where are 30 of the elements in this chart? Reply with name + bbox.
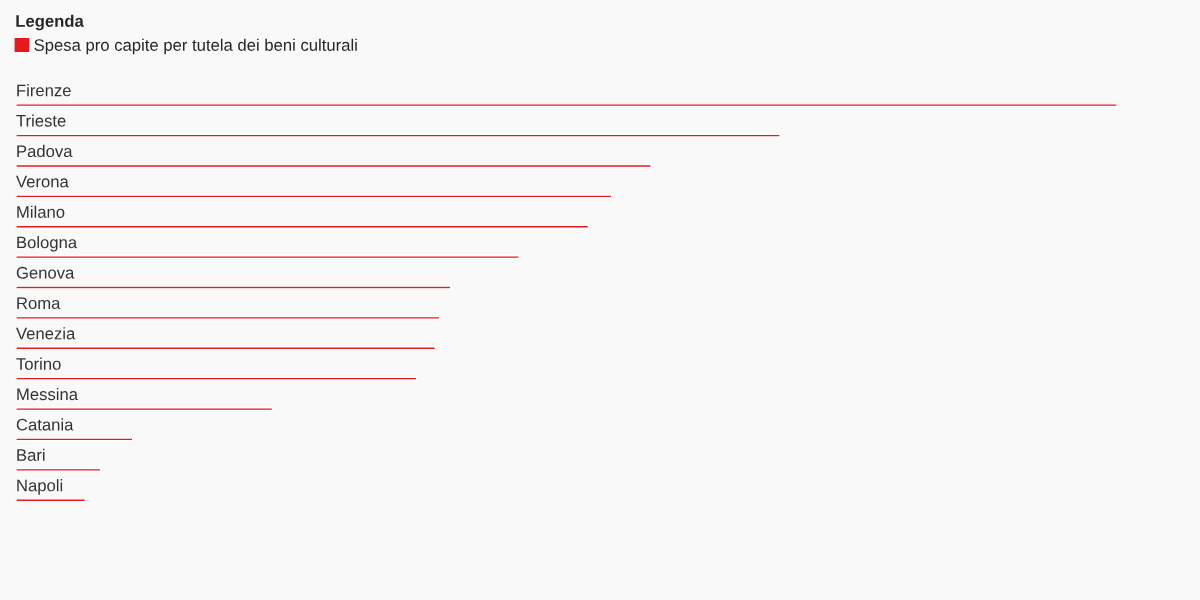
y-tick-label: Venezia [16, 327, 76, 340]
y-tick-label: Torino [16, 357, 61, 370]
y-tick-label: Bari [17, 448, 45, 461]
y-tick-label: Genova [16, 266, 75, 279]
bar [15, 406, 274, 412]
y-tick-label: Padova [17, 144, 73, 158]
y-tick-label: Verona [16, 175, 69, 188]
y-tick-label: Firenze [17, 84, 71, 97]
y-tick-label: Trieste [16, 114, 66, 127]
bar [15, 437, 134, 442]
bar [15, 194, 613, 199]
y-tick-label: Napoli [17, 479, 63, 495]
bar [15, 498, 87, 503]
bar [15, 103, 1117, 108]
bar [15, 133, 781, 138]
legend-title: Legenda [16, 14, 84, 31]
y-tick-label: Roma [17, 297, 61, 310]
bar [15, 346, 437, 351]
bar [15, 163, 652, 169]
y-tick-label: Catania [16, 418, 74, 431]
bar [15, 467, 102, 472]
bar [15, 224, 590, 229]
legend-label: Spesa pro capite per tutela dei beni culturali [34, 38, 357, 55]
bar [15, 285, 452, 290]
y-tick-label: Bologna [17, 236, 78, 252]
bar [15, 376, 418, 381]
bar [15, 315, 441, 320]
bar [15, 255, 520, 260]
y-tick-label: Milano [17, 205, 65, 218]
y-tick-label: Messina [17, 387, 79, 401]
